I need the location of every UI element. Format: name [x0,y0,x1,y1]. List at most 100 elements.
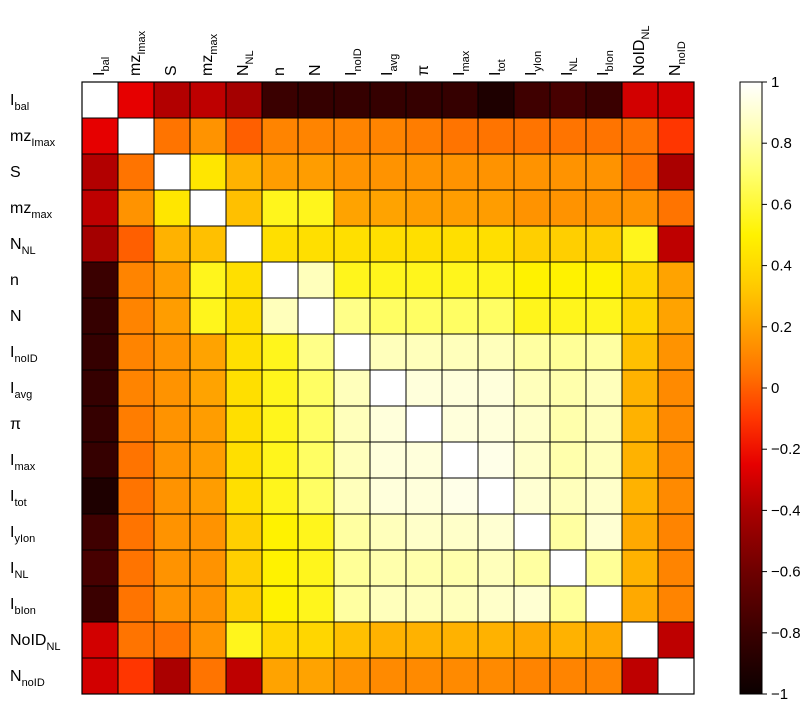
heatmap-cell [442,478,478,514]
heatmap-cell [586,442,622,478]
heatmap-cell [478,118,514,154]
heatmap-cell [442,334,478,370]
heatmap-cell [586,658,622,694]
heatmap-cell [370,334,406,370]
heatmap-cell [586,154,622,190]
y-tick-label: NnoID [10,668,45,689]
heatmap-cell [406,514,442,550]
heatmap-cell [658,118,694,154]
heatmap-cell [334,658,370,694]
heatmap-cell [478,478,514,514]
heatmap-cell [406,226,442,262]
x-axis-labels: IbalmzImaxSmzmaxNNLnNInoIDIavgπImaxItotI… [91,25,688,76]
colorbar-tick-label: −1 [771,686,788,703]
heatmap-cell [442,550,478,586]
heatmap-cell [154,406,190,442]
heatmap-cell [190,334,226,370]
heatmap-cell [658,514,694,550]
heatmap-cell [226,190,262,226]
x-tick-label: NnoID [667,41,688,76]
x-tick-label: NNL [235,50,256,76]
x-tick-label: Iavg [379,54,400,76]
y-tick-label: IbIon [10,596,36,617]
heatmap-cell [406,442,442,478]
heatmap-cell [118,154,154,190]
heatmap-cell [586,370,622,406]
heatmap-cell [442,586,478,622]
heatmap-cell [442,406,478,442]
heatmap-cell [298,406,334,442]
heatmap-cell [154,442,190,478]
heatmap-cell [298,370,334,406]
heatmap-cell [550,622,586,658]
heatmap-cell [550,370,586,406]
x-tick-label: IbIon [595,50,616,76]
heatmap-cell [658,154,694,190]
heatmap-cell [442,82,478,118]
heatmap-cell [154,478,190,514]
heatmap-cell [586,262,622,298]
heatmap-cell [154,334,190,370]
heatmap-cell [478,82,514,118]
heatmap-cell [370,442,406,478]
heatmap-cell [190,550,226,586]
heatmap-cell [334,406,370,442]
heatmap-cell [262,406,298,442]
heatmap-cell [478,154,514,190]
heatmap-cell [478,586,514,622]
heatmap-cell [82,622,118,658]
heatmap-cell [334,82,370,118]
heatmap-cell [154,514,190,550]
heatmap-cell [514,586,550,622]
heatmap-cell [514,262,550,298]
heatmap-cell [82,586,118,622]
heatmap-cell [118,586,154,622]
heatmap-cell [442,622,478,658]
heatmap-cell [442,118,478,154]
heatmap-cell [622,550,658,586]
heatmap-cell [298,190,334,226]
heatmap-cell [226,550,262,586]
heatmap-cell [154,622,190,658]
y-tick-label: INL [10,560,29,581]
heatmap-cell [82,442,118,478]
heatmap-cell [622,190,658,226]
heatmap-cell [622,406,658,442]
heatmap-cell [154,370,190,406]
heatmap-cell [658,406,694,442]
colorbar-tick-label: −0.8 [771,625,800,642]
heatmap-cell [334,154,370,190]
heatmap-cell [334,622,370,658]
colorbar-tick-label: 0.6 [771,196,792,213]
heatmap-cell [226,406,262,442]
heatmap-cell [514,622,550,658]
heatmap-cell [298,586,334,622]
heatmap-cell [118,190,154,226]
colorbar-ticks: −1−0.8−0.6−0.4−0.200.20.40.60.81 [762,74,800,703]
heatmap-cell [154,658,190,694]
colorbar-tick-label: 0 [771,380,779,397]
colorbar-tick-label: 1 [771,74,779,91]
heatmap-cell [370,658,406,694]
heatmap-cell [478,226,514,262]
heatmap-cell [658,478,694,514]
y-tick-label: Iavg [10,380,32,401]
y-tick-label: Itot [10,488,27,509]
heatmap-cell [190,118,226,154]
heatmap-cell [82,262,118,298]
heatmap-cell [442,226,478,262]
heatmap-cell [442,154,478,190]
heatmap-cell [334,118,370,154]
heatmap-cell [658,298,694,334]
heatmap-cell [406,658,442,694]
heatmap-cell [190,406,226,442]
heatmap-cell [190,622,226,658]
heatmap-cell [622,154,658,190]
heatmap-cell [82,118,118,154]
heatmap-cell [226,514,262,550]
heatmap-cell [154,550,190,586]
x-tick-label: IyIon [523,51,544,76]
heatmap-cell [550,406,586,442]
heatmap-cell [262,190,298,226]
heatmap-cell [658,226,694,262]
